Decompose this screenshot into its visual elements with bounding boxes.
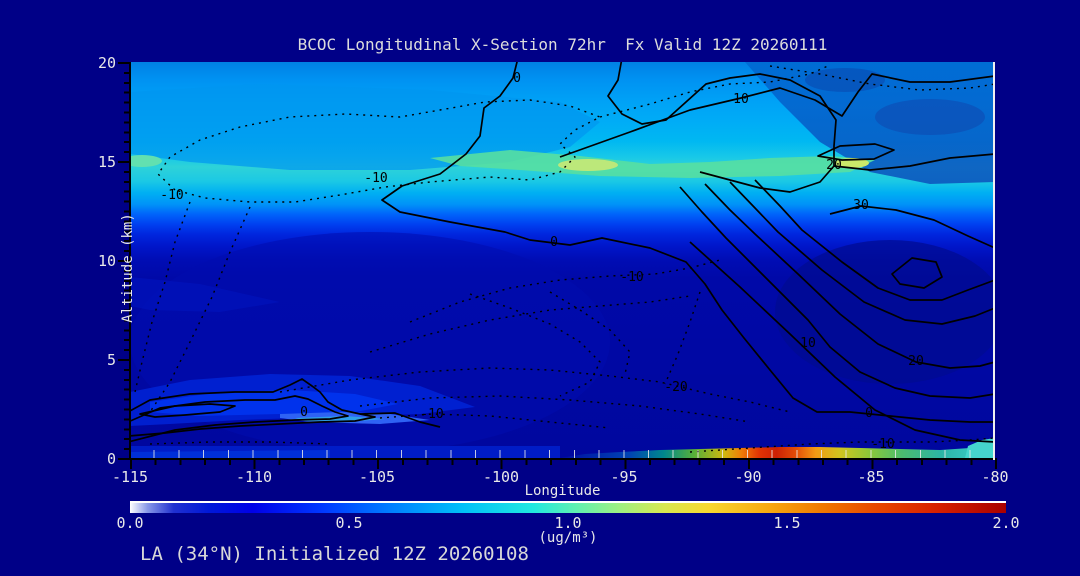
colorbar-tick-label: 1.5 xyxy=(773,514,801,532)
contour-label: -10 xyxy=(160,188,183,203)
x-tick-label: -105 xyxy=(358,468,396,486)
y-tick-label: 0 xyxy=(106,450,116,468)
contour-line-labels: 0 0 10 20 30 10 20 0 -10 -10 -10 -10 -20… xyxy=(160,71,924,452)
y-axis-major-ticks xyxy=(118,62,129,460)
solid-contour-lines xyxy=(127,57,996,443)
x-axis-major-ticks xyxy=(130,460,997,469)
colorbar-tick-label: 0.0 xyxy=(116,514,144,532)
x-tick-label: -90 xyxy=(734,468,762,486)
contour-label: 0 xyxy=(513,71,521,86)
contour-label: 0 xyxy=(550,235,558,250)
contour-label: -10 xyxy=(364,171,387,186)
y-tick-label: 10 xyxy=(97,252,116,270)
contour-label: 20 xyxy=(908,354,924,369)
contour-label: -20 xyxy=(664,380,687,395)
colorbar-tick-label: 0.5 xyxy=(335,514,363,532)
x-axis-inner-ticks xyxy=(130,450,995,458)
dotted-contour-lines xyxy=(134,64,996,453)
contour-label: 10 xyxy=(800,336,816,351)
plot-right-border xyxy=(993,62,995,460)
x-tick-label: -110 xyxy=(235,468,273,486)
contour-label: 20 xyxy=(826,158,842,173)
contour-label: 30 xyxy=(853,198,869,213)
contour-label: 10 xyxy=(733,92,749,107)
x-tick-label: -80 xyxy=(981,468,1009,486)
contour-label: 0 xyxy=(300,405,308,420)
x-axis-line xyxy=(129,458,997,460)
colorbar xyxy=(130,501,1006,513)
contour-label: -10 xyxy=(420,407,443,422)
plot-title: BCOC Longitudinal X-Section 72hr Fx Vali… xyxy=(297,35,828,54)
y-tick-label: 5 xyxy=(106,351,116,369)
colorbar-unit-label: (ug/m³) xyxy=(538,530,598,546)
colorbar-tick-label: 2.0 xyxy=(992,514,1020,532)
colorbar-tick-label: 1.0 xyxy=(554,514,582,532)
contour-label: -10 xyxy=(871,437,894,452)
y-axis-title: Altitude (km) xyxy=(119,213,136,323)
y-tick-label: 15 xyxy=(97,153,116,171)
plot-area: 0 0 10 20 30 10 20 0 -10 -10 -10 -10 -20… xyxy=(122,57,1005,458)
x-tick-label: -95 xyxy=(610,468,638,486)
init-info-text: LA (34°N) Initialized 12Z 20260108 xyxy=(140,543,529,565)
contour-label: -10 xyxy=(620,270,643,285)
y-tick-label: 20 xyxy=(97,54,116,72)
contour-label: 0 xyxy=(865,406,873,421)
x-axis-title: Longitude xyxy=(524,483,601,499)
y-axis-line xyxy=(129,62,131,460)
x-tick-label: -115 xyxy=(111,468,149,486)
xsection-plot: 0 0 10 20 30 10 20 0 -10 -10 -10 -10 -20… xyxy=(122,57,1005,458)
x-tick-label: -85 xyxy=(857,468,885,486)
x-tick-label: -100 xyxy=(482,468,520,486)
filled-contour-field xyxy=(122,62,1005,458)
